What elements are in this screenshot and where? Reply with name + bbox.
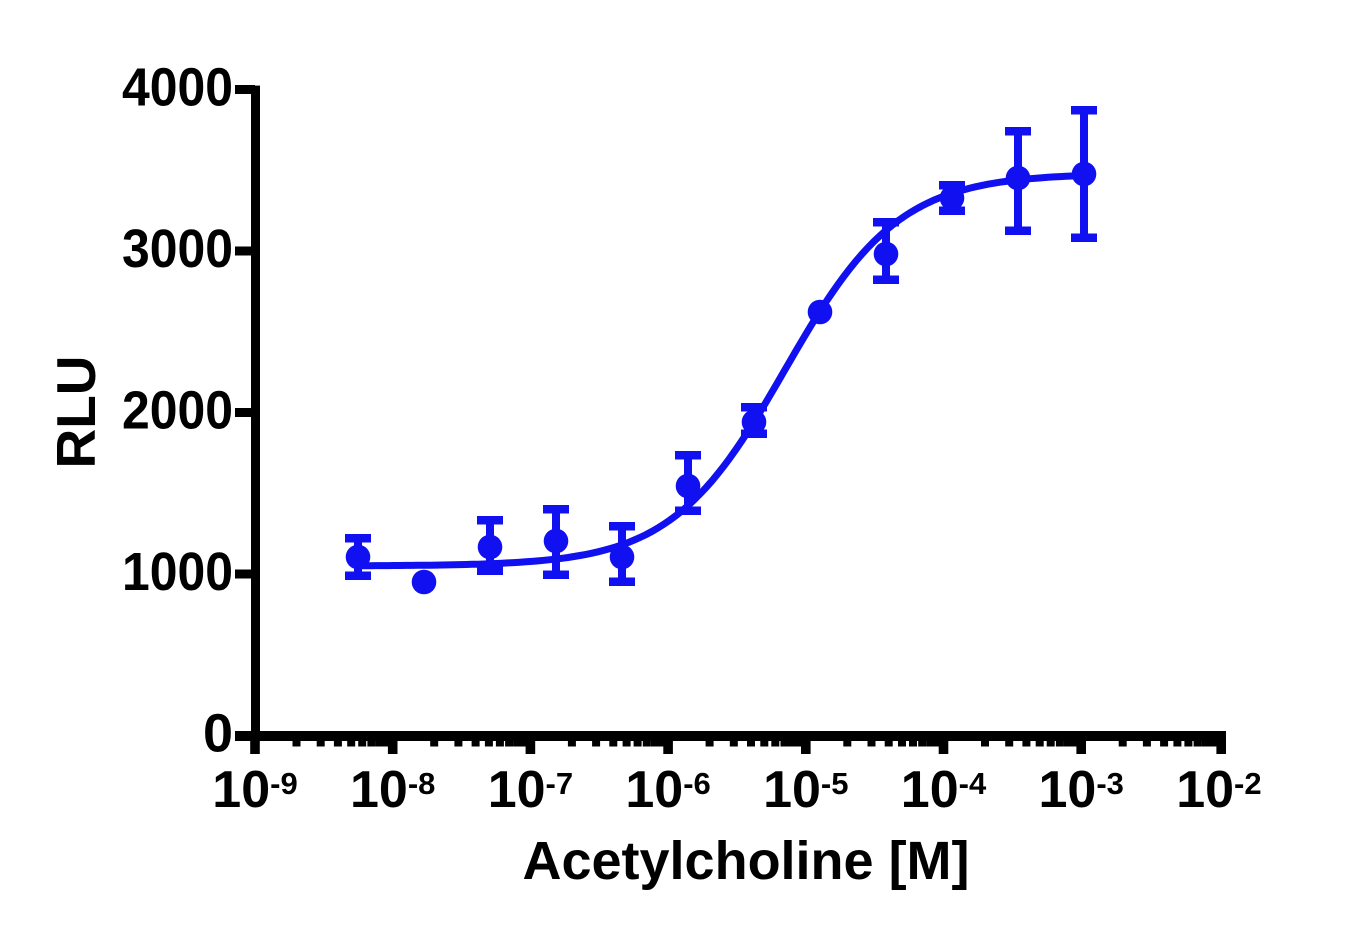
svg-text:10-2: 10-2 bbox=[1176, 761, 1261, 819]
svg-text:2000: 2000 bbox=[122, 380, 233, 440]
svg-text:3000: 3000 bbox=[122, 219, 233, 279]
svg-text:0: 0 bbox=[203, 703, 233, 763]
svg-text:10-4: 10-4 bbox=[901, 761, 987, 819]
svg-text:Acetylcholine [M]: Acetylcholine [M] bbox=[522, 831, 969, 891]
svg-text:4000: 4000 bbox=[122, 57, 233, 117]
svg-text:RLU: RLU bbox=[45, 355, 107, 468]
svg-text:10-5: 10-5 bbox=[763, 761, 848, 819]
svg-text:1000: 1000 bbox=[122, 542, 233, 602]
